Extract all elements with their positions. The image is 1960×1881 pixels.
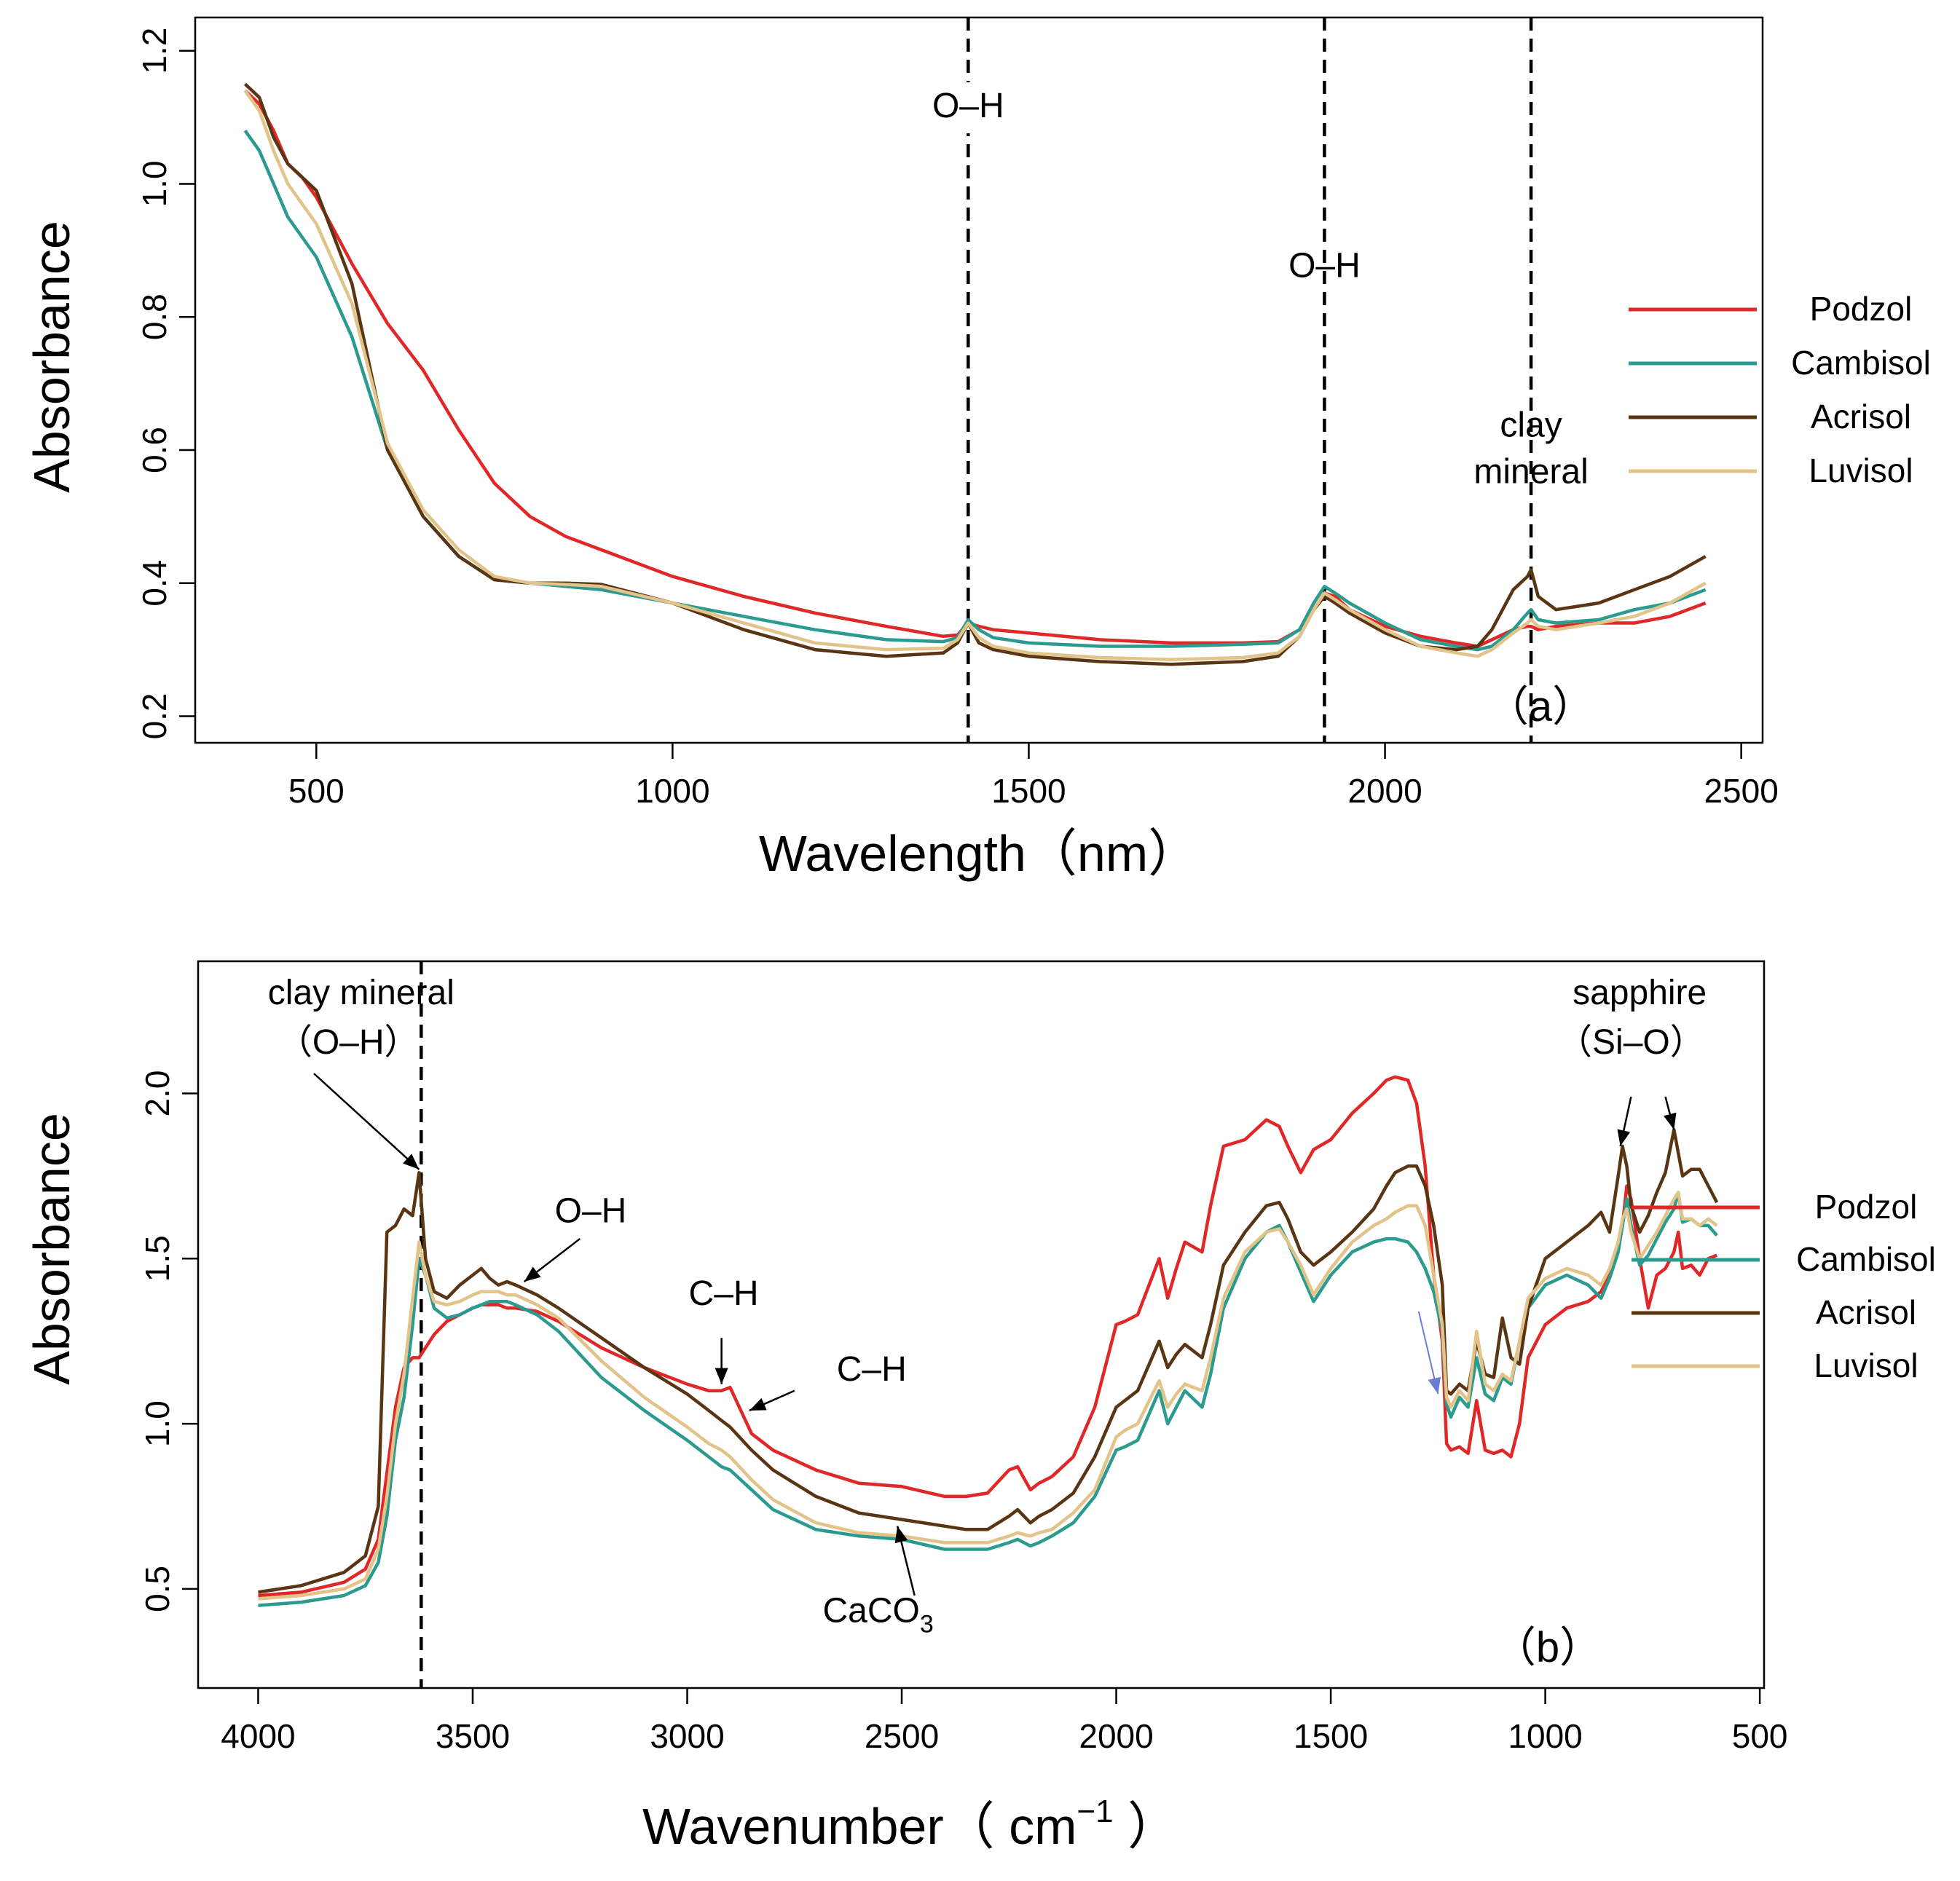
x-axis-title-b-end: ） xyxy=(1114,1798,1178,1855)
y-axis-title-a: Absorbance xyxy=(23,221,80,493)
x-tick-label-b-3: 2500 xyxy=(865,1717,939,1755)
y-tick-label-b-2: 1.5 xyxy=(138,1235,176,1282)
legend-label-luvisol-a: Luvisol xyxy=(1809,451,1913,489)
legend-label-acrisol-a: Acrisol xyxy=(1811,398,1911,435)
annotation-subscript-b: 3 xyxy=(920,1610,934,1638)
x-axis-title-a: Wavelength（nm） xyxy=(759,825,1199,882)
annotations-b: clay mineral （O–H） O–H C–H C–H CaCO3 sapphire （… xyxy=(268,974,1707,1638)
annotation-a-0: O–H xyxy=(932,87,1004,125)
y-tick-label-a-3: 0.8 xyxy=(135,293,173,340)
series-line-a-luvisol xyxy=(243,90,1707,662)
axis-ticks-a: 500 1000 1500 2000 2500 0.2 0.4 0.6 0.8 1.0 1.2 xyxy=(135,28,1779,810)
legend-b: Podzol Cambisol Acrisol Luvisol xyxy=(1632,1188,1936,1384)
y-axis-title-b: Absorbance xyxy=(23,1113,80,1385)
legend-label-acrisol-b: Acrisol xyxy=(1816,1293,1916,1331)
x-axis-title-b-main: Wavenumber（ cm xyxy=(642,1798,1077,1855)
y-tick-label-a-0: 0.2 xyxy=(135,693,173,739)
annotation-a-3: mineral xyxy=(1473,453,1588,492)
annotation-b-4: C–H xyxy=(837,1350,907,1389)
y-tick-label-a-5: 1.2 xyxy=(135,28,173,74)
annotation-b-6: sapphire xyxy=(1573,974,1707,1012)
annotation-b-5: CaCO3 xyxy=(822,1591,933,1638)
series-line-b-luvisol xyxy=(258,1191,1718,1601)
series-line-a-acrisol xyxy=(243,82,1707,666)
annotation-backdrop-a-0 xyxy=(924,82,1012,134)
x-tick-label-b-6: 1000 xyxy=(1508,1717,1582,1755)
series-group-b xyxy=(258,1075,1719,1607)
y-tick-label-a-2: 0.6 xyxy=(135,427,173,473)
series-group-a xyxy=(243,82,1707,666)
legend-label-luvisol-b: Luvisol xyxy=(1814,1346,1918,1384)
x-tick-label-a-3: 2000 xyxy=(1347,772,1422,810)
series-line-b-podzol xyxy=(258,1075,1718,1598)
plot-area-frame-b xyxy=(197,960,1766,1689)
panel-label-a: （a） xyxy=(1487,683,1594,730)
annotation-arrow-head-5 xyxy=(1617,1129,1631,1147)
annotation-b-0: clay mineral xyxy=(268,974,454,1012)
annotation-arrow-head-3 xyxy=(749,1397,767,1411)
x-tick-label-b-7: 500 xyxy=(1732,1717,1788,1755)
chart-panel-a: 500 1000 1500 2000 2500 0.2 0.4 0.6 0.8 1.0 1.2 O–… xyxy=(23,16,1779,882)
annotation-b-1: （O–H） xyxy=(278,1023,420,1062)
legend-label-podzol-a: Podzol xyxy=(1810,290,1913,328)
x-tick-label-b-5: 1500 xyxy=(1294,1717,1368,1755)
y-tick-label-b-1: 1.0 xyxy=(138,1400,176,1447)
legend-label-podzol-b: Podzol xyxy=(1815,1188,1918,1226)
x-tick-label-b-4: 2000 xyxy=(1079,1717,1153,1755)
annotation-a-1: O–H xyxy=(1288,246,1361,285)
marker-lines-a xyxy=(967,17,1533,743)
legend-label-cambisol-a: Cambisol xyxy=(1791,344,1931,382)
x-tick-label-b-0: 4000 xyxy=(221,1717,295,1755)
annotation-arrows-b xyxy=(313,1073,1677,1596)
y-tick-label-b-3: 2.0 xyxy=(138,1070,176,1116)
annotation-arrow-shaft-0 xyxy=(313,1073,420,1170)
x-tick-label-a-0: 500 xyxy=(288,772,345,810)
annotation-arrow-head-7 xyxy=(1428,1376,1441,1395)
annotation-arrow-head-1 xyxy=(524,1266,541,1282)
series-line-a-cambisol xyxy=(243,129,1707,652)
legend-a: Podzol Cambisol Acrisol Luvisol xyxy=(1629,290,1931,489)
annotation-a-2: clay xyxy=(1500,406,1562,445)
x-tick-label-a-4: 2500 xyxy=(1704,772,1778,810)
chart-panel-b: 4000 3500 3000 2500 2000 1500 1000 500 0.5 1.0 1.5… xyxy=(23,960,1787,1855)
annotation-arrow-head-4 xyxy=(894,1526,908,1544)
x-tick-label-a-2: 1500 xyxy=(991,772,1066,810)
x-tick-label-b-2: 3000 xyxy=(650,1717,724,1755)
plot-area-frame-a xyxy=(194,16,1764,744)
series-line-b-cambisol xyxy=(258,1191,1718,1607)
annotation-arrow-head-2 xyxy=(715,1368,728,1384)
axis-ticks-b: 4000 3500 3000 2500 2000 1500 1000 500 0.5 1.0 1.5… xyxy=(138,1070,1787,1755)
annotations-a: O–H O–H clay mineral xyxy=(924,82,1589,492)
panel-label-b: （b） xyxy=(1494,1624,1602,1671)
y-tick-label-a-4: 1.0 xyxy=(135,160,173,207)
annotation-arrow-head-6 xyxy=(1664,1112,1677,1130)
annotation-b-7: （Si–O） xyxy=(1557,1023,1705,1062)
annotation-b-2: O–H xyxy=(555,1191,627,1230)
annotation-b-3: C–H xyxy=(689,1274,759,1313)
y-tick-label-b-0: 0.5 xyxy=(138,1566,176,1612)
legend-label-cambisol-b: Cambisol xyxy=(1796,1240,1936,1278)
x-tick-label-a-1: 1000 xyxy=(635,772,709,810)
series-line-b-acrisol xyxy=(258,1128,1719,1594)
y-tick-label-a-1: 0.4 xyxy=(135,560,173,607)
x-axis-title-b-sup: −1 xyxy=(1077,1794,1113,1829)
series-line-a-podzol xyxy=(243,89,1707,648)
x-tick-label-b-1: 3500 xyxy=(436,1717,510,1755)
x-axis-title-b: Wavenumber（ cm−1 ） xyxy=(642,1794,1178,1855)
annotation-arrow-head-0 xyxy=(403,1154,420,1170)
